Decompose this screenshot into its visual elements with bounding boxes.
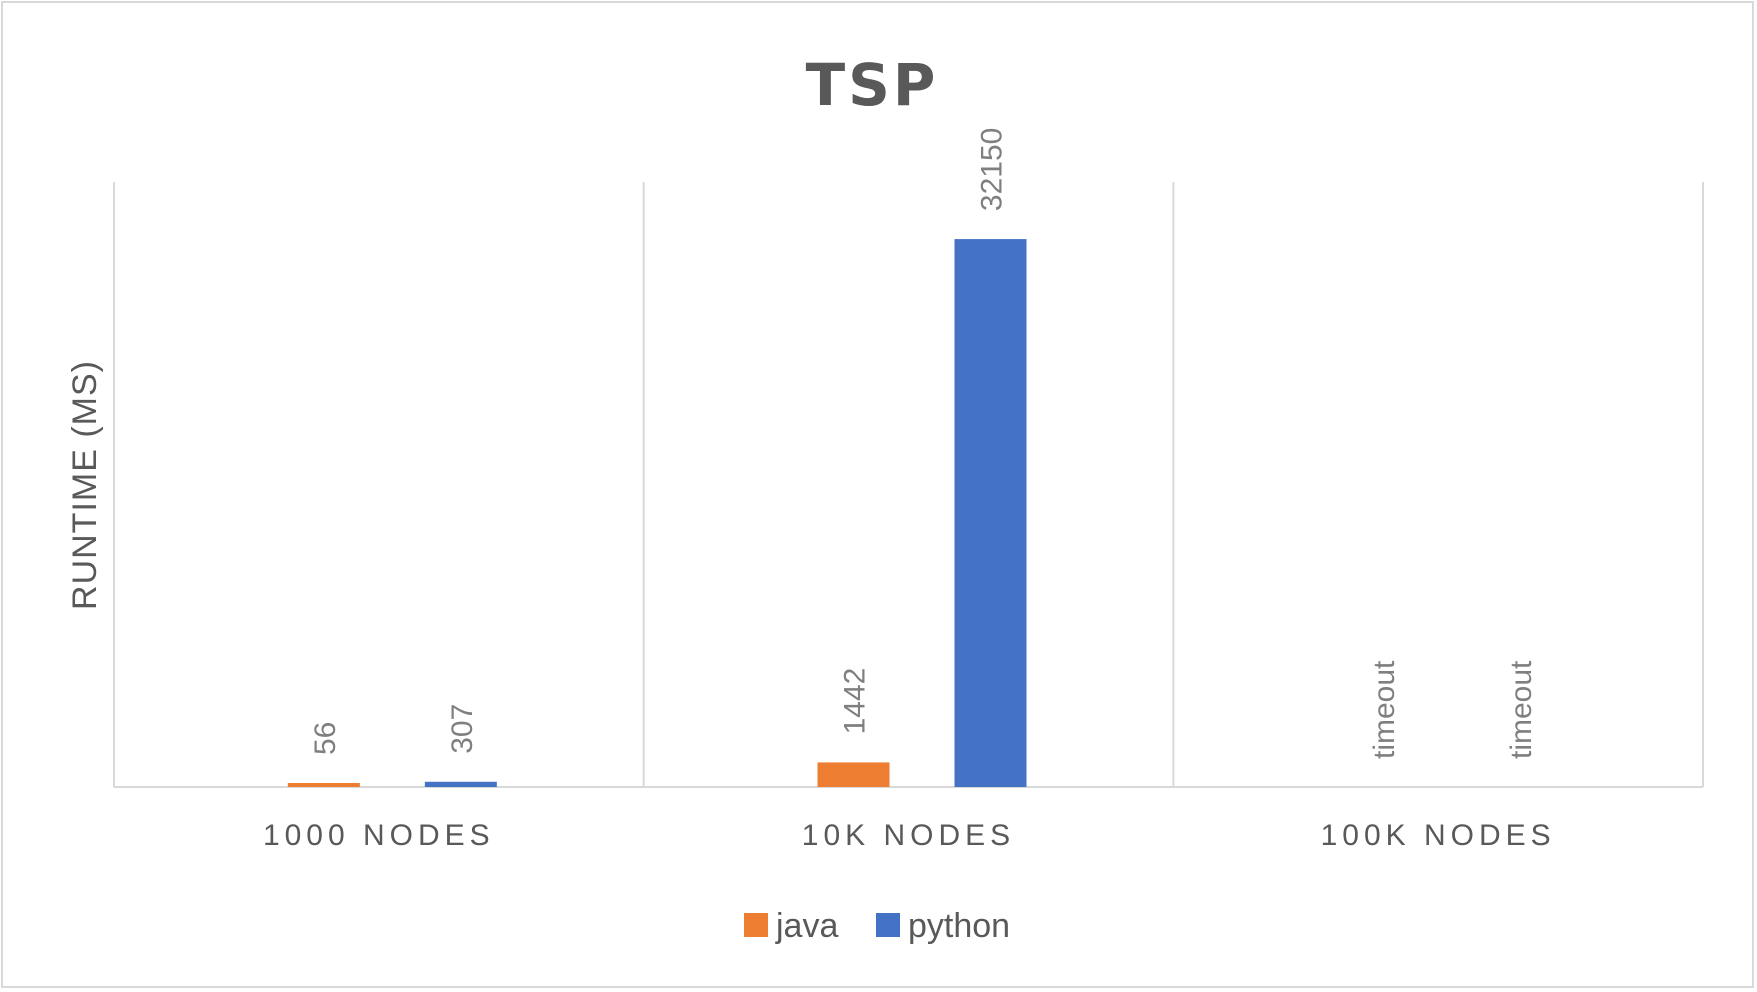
bar-java bbox=[287, 783, 360, 787]
bar-python bbox=[954, 239, 1027, 787]
legend-label-java: java bbox=[775, 907, 838, 945]
data-labels: 56 307 1442 32150 timeout timeout bbox=[309, 128, 1538, 759]
legend: java python bbox=[744, 907, 1010, 945]
data-label: timeout bbox=[1505, 660, 1538, 759]
data-label: 32150 bbox=[976, 128, 1009, 211]
data-label: 307 bbox=[446, 704, 479, 754]
bar-java bbox=[817, 762, 890, 787]
y-axis-label: RUNTIME (MS) bbox=[66, 360, 104, 610]
data-label: 56 bbox=[309, 722, 342, 755]
bar-python bbox=[424, 781, 497, 787]
data-label: 1442 bbox=[839, 668, 872, 735]
category-label: 100K NODES bbox=[1321, 819, 1556, 852]
data-label: timeout bbox=[1368, 660, 1401, 759]
legend-swatch-java bbox=[744, 913, 768, 937]
legend-label-python: python bbox=[908, 907, 1010, 945]
category-label: 1000 NODES bbox=[263, 819, 495, 852]
legend-swatch-python bbox=[876, 913, 900, 937]
gridlines bbox=[113, 182, 1704, 788]
category-labels: 1000 NODES 10K NODES 100K NODES bbox=[263, 819, 1556, 852]
bars bbox=[287, 239, 1027, 787]
category-label: 10K NODES bbox=[802, 819, 1015, 852]
chart-title: TSP bbox=[806, 51, 939, 119]
